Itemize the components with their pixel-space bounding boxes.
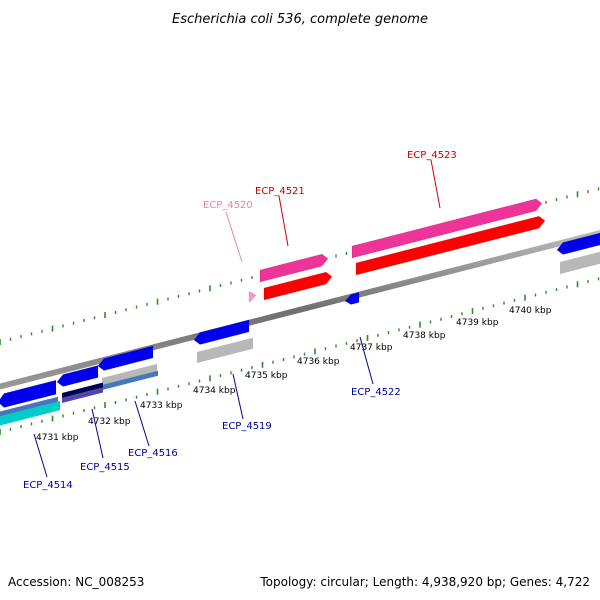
gene-feature-right-edge-gray[interactable]: [560, 251, 600, 274]
gene-label-ecp-4520[interactable]: ECP_4520: [203, 200, 253, 211]
gene-feature-ecp-4515[interactable]: [56, 365, 99, 387]
gene-features: [0, 198, 600, 426]
ruler-label: 4735 kbp: [245, 371, 288, 381]
ruler-label: 4731 kbp: [36, 433, 79, 443]
gene-feature-ecp-4520[interactable]: [248, 291, 257, 303]
gene-label-ecp-4519[interactable]: ECP_4519: [222, 421, 272, 432]
gene-feature-ecp-4516-gray[interactable]: [102, 363, 157, 386]
gene-feature-right-edge[interactable]: [556, 232, 600, 255]
callout-line: [278, 195, 289, 247]
gene-feature-ecp-4514-cyan[interactable]: [0, 401, 60, 426]
callout-line: [134, 400, 150, 447]
genome-summary-text: Topology: circular; Length: 4,938,920 bp…: [259, 575, 590, 589]
gene-feature-ecp-4519-gray[interactable]: [197, 337, 253, 363]
gene-feature-ecp-4515-purple[interactable]: [62, 387, 103, 404]
gene-label-ecp-4515[interactable]: ECP_4515: [80, 462, 130, 473]
gene-feature-ecp-4521[interactable]: [259, 253, 329, 283]
gene-feature-ecp-4514-steel[interactable]: [0, 396, 58, 417]
gene-feature-ecp-4515-navy[interactable]: [62, 382, 103, 399]
map-title: Escherichia coli 536, complete genome: [172, 12, 428, 27]
ruler-labels: 4731 kbp 4732 kbp 4733 kbp 4734 kbp 4735…: [36, 306, 552, 443]
ruler-label: 4734 kbp: [193, 386, 236, 396]
callout-line: [33, 433, 48, 478]
gene-feature-ecp-4522[interactable]: [344, 292, 360, 305]
ruler-label: 4737 kbp: [350, 343, 393, 353]
ruler-label: 4732 kbp: [88, 417, 131, 427]
gene-feature-ecp-4514[interactable]: [0, 379, 57, 408]
gene-label-ecp-4522[interactable]: ECP_4522: [351, 387, 401, 398]
gene-callouts: ECP_4514 ECP_4515 ECP_4516 ECP_4519 ECP_…: [23, 150, 457, 491]
gene-feature-ecp-4516[interactable]: [97, 345, 154, 371]
gene-feature-ecp-4519[interactable]: [193, 319, 250, 345]
callout-line: [91, 408, 104, 459]
ruler-label: 4733 kbp: [140, 401, 183, 411]
gene-label-ecp-4516[interactable]: ECP_4516: [128, 448, 178, 459]
callout-line: [359, 336, 374, 385]
callout-line: [430, 159, 441, 209]
callout-line: [225, 211, 243, 263]
ruler-label: 4736 kbp: [297, 357, 340, 367]
gene-label-ecp-4521[interactable]: ECP_4521: [255, 186, 305, 197]
ruler-label: 4739 kbp: [456, 318, 499, 328]
gene-feature-ecp-4516-steel[interactable]: [102, 370, 158, 390]
gene-feature-ecp-4521-cds[interactable]: [263, 271, 333, 301]
gene-label-ecp-4523[interactable]: ECP_4523: [407, 150, 457, 161]
gene-feature-ecp-4523[interactable]: [351, 198, 543, 259]
ruler-label: 4738 kbp: [403, 331, 446, 341]
accession-text: Accession: NC_008253: [8, 575, 144, 589]
gene-feature-ecp-4523-cds[interactable]: [355, 215, 546, 276]
callout-line: [232, 373, 244, 420]
gene-label-ecp-4514[interactable]: ECP_4514: [23, 480, 73, 491]
ruler-label: 4740 kbp: [509, 306, 552, 316]
